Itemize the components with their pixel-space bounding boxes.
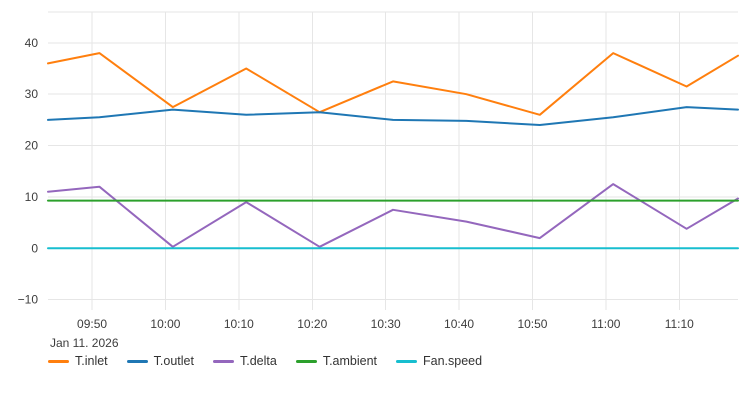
legend-swatch-t-outlet (126, 359, 148, 363)
legend-item-t-inlet[interactable]: T.inlet (48, 354, 108, 368)
svg-text:20: 20 (25, 139, 39, 153)
legend-swatch-t-inlet (48, 359, 69, 363)
legend-item-t-outlet[interactable]: T.outlet (126, 354, 194, 368)
legend-item-fan-speed[interactable]: Fan.speed (396, 354, 482, 368)
legend-swatch-fan-speed (396, 359, 418, 363)
legend-label-fan-speed: Fan.speed (423, 354, 483, 368)
svg-text:09:50: 09:50 (77, 317, 107, 331)
svg-text:11:00: 11:00 (591, 317, 620, 331)
legend-label-t-inlet: T.inlet (75, 354, 108, 368)
svg-text:10: 10 (25, 190, 39, 204)
svg-text:10:50: 10:50 (517, 317, 547, 331)
legend-swatch-t-ambient (295, 359, 317, 363)
legend-item-t-ambient[interactable]: T.ambient (295, 354, 378, 368)
line-chart[interactable]: −10 0 10 20 30 40 09:50 10:00 10:10 10:20 10:30 10:… (0, 0, 740, 340)
svg-text:10:00: 10:00 (150, 317, 180, 331)
svg-text:−10: −10 (18, 293, 39, 307)
legend-label-t-outlet: T.outlet (153, 354, 194, 368)
legend-item-t-delta[interactable]: T.delta (212, 354, 277, 368)
legend-label-t-ambient: T.ambient (322, 354, 378, 368)
svg-text:11:10: 11:10 (665, 317, 694, 331)
x-axis-date-label: Jan 11. 2026 (50, 336, 119, 350)
svg-text:10:20: 10:20 (297, 317, 327, 331)
svg-text:10:10: 10:10 (224, 317, 254, 331)
svg-text:30: 30 (25, 87, 39, 101)
chart-legend: T.inlet T.outlet T.delta T.ambient Fan.s… (48, 354, 501, 368)
svg-text:40: 40 (25, 36, 39, 50)
legend-swatch-t-delta (212, 359, 234, 363)
svg-text:10:40: 10:40 (444, 317, 474, 331)
svg-text:0: 0 (31, 241, 38, 255)
legend-label-t-delta: T.delta (239, 354, 277, 368)
svg-text:10:30: 10:30 (371, 317, 401, 331)
